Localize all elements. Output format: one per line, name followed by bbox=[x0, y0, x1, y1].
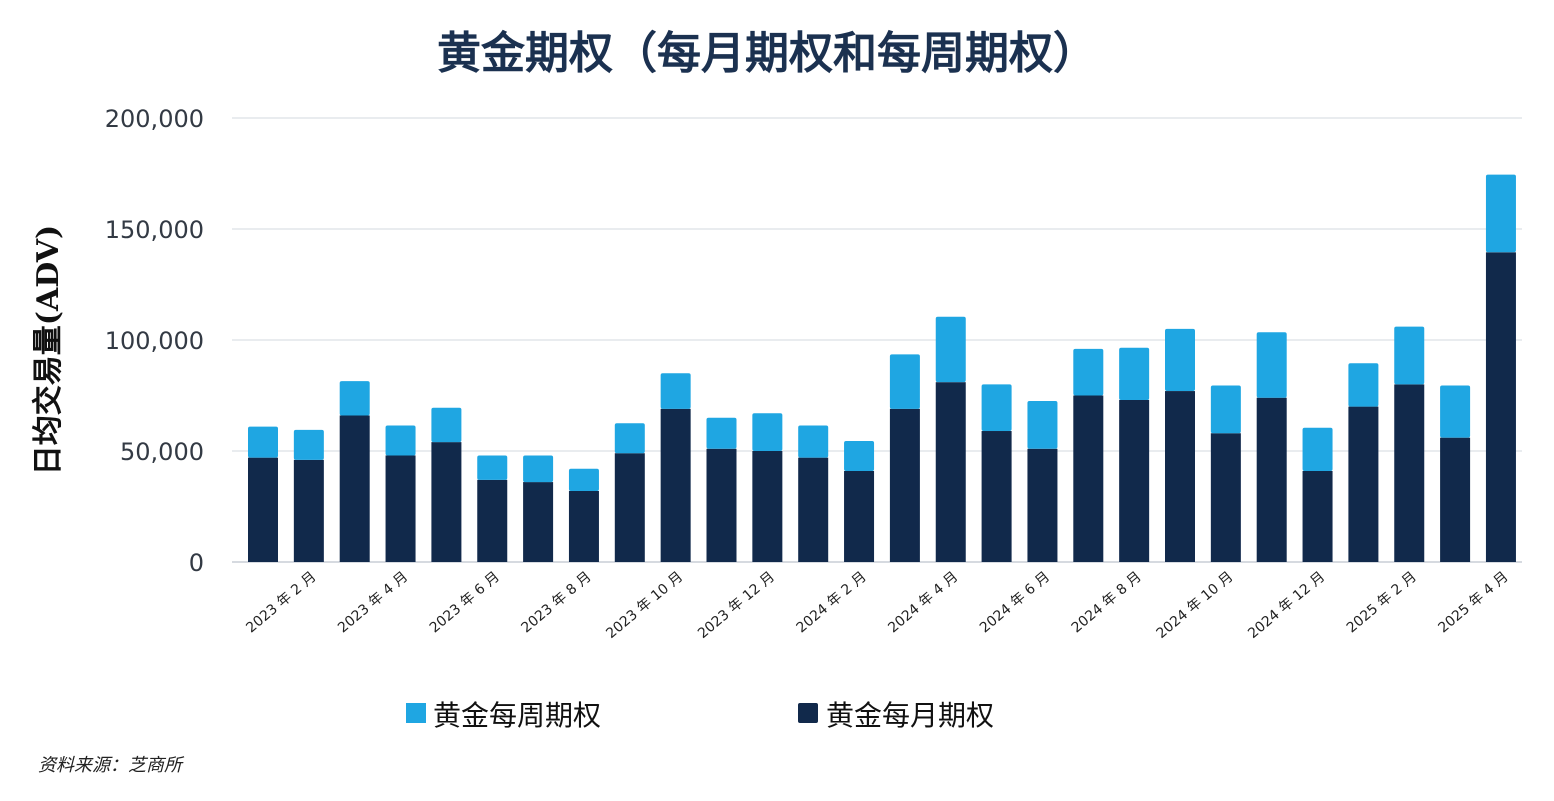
x-tick-label: 2023 年 2 月 bbox=[243, 569, 319, 636]
bar-weekly bbox=[477, 455, 508, 480]
chart-title: 黄金期权（每月期权和每周期权） bbox=[437, 28, 1097, 79]
bar-monthly bbox=[1119, 399, 1150, 562]
legend: 黄金每周期权 黄金每月期权 bbox=[406, 699, 994, 732]
x-tick-label: 2023 年 12 月 bbox=[695, 569, 778, 642]
y-tick-label: 50,000 bbox=[120, 438, 204, 466]
source-note: 资料来源：芝商所 bbox=[38, 755, 185, 776]
bar-monthly bbox=[1210, 433, 1241, 562]
bar-monthly bbox=[1348, 406, 1379, 562]
x-tick-label: 2023 年 8 月 bbox=[518, 569, 594, 636]
legend-swatch-weekly bbox=[406, 703, 426, 723]
bar-weekly bbox=[1165, 328, 1195, 392]
bar-weekly bbox=[660, 373, 691, 409]
x-tick-label: 2025 年 2 月 bbox=[1344, 569, 1420, 636]
bar-weekly bbox=[1119, 347, 1150, 400]
bar-weekly bbox=[614, 423, 645, 454]
bar-weekly bbox=[293, 429, 324, 460]
bar-weekly bbox=[523, 455, 554, 483]
x-tick-label: 2024 年 6 月 bbox=[977, 569, 1053, 636]
bar-monthly bbox=[1485, 252, 1516, 562]
bar-monthly bbox=[1027, 448, 1058, 562]
y-tick-label: 100,000 bbox=[105, 327, 204, 355]
bar-monthly bbox=[752, 451, 783, 562]
bar-weekly bbox=[248, 426, 278, 458]
x-tick-label: 2023 年 10 月 bbox=[603, 569, 686, 642]
bar-weekly bbox=[752, 413, 783, 451]
bar-weekly bbox=[339, 381, 370, 416]
bar-monthly bbox=[431, 442, 462, 562]
bar-weekly bbox=[1440, 385, 1471, 438]
bar-monthly bbox=[1073, 395, 1104, 562]
x-tick-label: 2024 年 2 月 bbox=[794, 569, 870, 636]
bar-weekly bbox=[935, 316, 966, 383]
bar-monthly bbox=[981, 431, 1012, 562]
y-tick-label: 150,000 bbox=[105, 216, 204, 244]
legend-label-weekly: 黄金每周期权 bbox=[433, 699, 601, 732]
bar-weekly bbox=[1302, 427, 1333, 471]
bar-monthly bbox=[293, 459, 324, 562]
bar-monthly bbox=[1302, 470, 1333, 562]
x-tick-label: 2024 年 4 月 bbox=[885, 569, 961, 636]
bar-monthly bbox=[889, 408, 920, 562]
legend-swatch-monthly bbox=[798, 703, 818, 723]
bar-weekly bbox=[568, 468, 599, 491]
bar-weekly bbox=[889, 354, 920, 409]
bar-weekly bbox=[431, 407, 462, 443]
bar-monthly bbox=[1256, 397, 1287, 562]
bar-monthly bbox=[1440, 437, 1471, 562]
bar-weekly bbox=[981, 384, 1012, 432]
y-tick-label: 200,000 bbox=[105, 105, 204, 133]
bar-monthly bbox=[660, 408, 691, 562]
bar-weekly bbox=[1485, 174, 1516, 253]
bar-monthly bbox=[614, 453, 645, 562]
bar-monthly bbox=[844, 470, 875, 562]
bar-weekly bbox=[1394, 326, 1425, 385]
bar-monthly bbox=[477, 479, 508, 562]
x-tick-label: 2024 年 12 月 bbox=[1245, 569, 1328, 642]
bar-weekly bbox=[1256, 332, 1287, 398]
x-tick-label: 2024 年 10 月 bbox=[1154, 569, 1237, 642]
y-axis-label: 日均交易量(ADV) bbox=[31, 225, 66, 475]
x-axis-ticks: 2023 年 2 月 2023 年 4 月 2023 年 6 月 2023 年 8 月… bbox=[243, 569, 1511, 642]
bar-weekly bbox=[844, 441, 875, 471]
y-tick-label: 0 bbox=[189, 549, 204, 577]
bar-monthly bbox=[523, 482, 554, 562]
bar-monthly bbox=[385, 455, 416, 562]
bar-monthly bbox=[248, 457, 278, 562]
bar-monthly bbox=[339, 415, 370, 562]
bar-monthly bbox=[798, 457, 829, 562]
x-tick-label: 2023 年 6 月 bbox=[427, 569, 503, 636]
bar-weekly bbox=[798, 425, 829, 458]
bar-weekly bbox=[706, 417, 737, 449]
bars bbox=[248, 174, 1516, 562]
bar-monthly bbox=[935, 382, 966, 562]
bar-weekly bbox=[385, 425, 416, 456]
legend-label-monthly: 黄金每月期权 bbox=[826, 699, 994, 732]
bar-weekly bbox=[1073, 348, 1104, 396]
bar-monthly bbox=[1394, 384, 1425, 562]
bar-weekly bbox=[1348, 363, 1379, 407]
x-tick-label: 2025 年 4 月 bbox=[1435, 569, 1511, 636]
y-axis-ticks: 0 50,000 100,000 150,000 200,000 bbox=[105, 105, 204, 577]
bar-monthly bbox=[568, 490, 599, 562]
bar-monthly bbox=[706, 448, 737, 562]
x-tick-label: 2024 年 8 月 bbox=[1069, 569, 1145, 636]
bar-weekly bbox=[1210, 385, 1241, 434]
x-tick-label: 2023 年 4 月 bbox=[335, 569, 411, 636]
bar-monthly bbox=[1165, 391, 1195, 562]
bar-weekly bbox=[1027, 401, 1058, 449]
